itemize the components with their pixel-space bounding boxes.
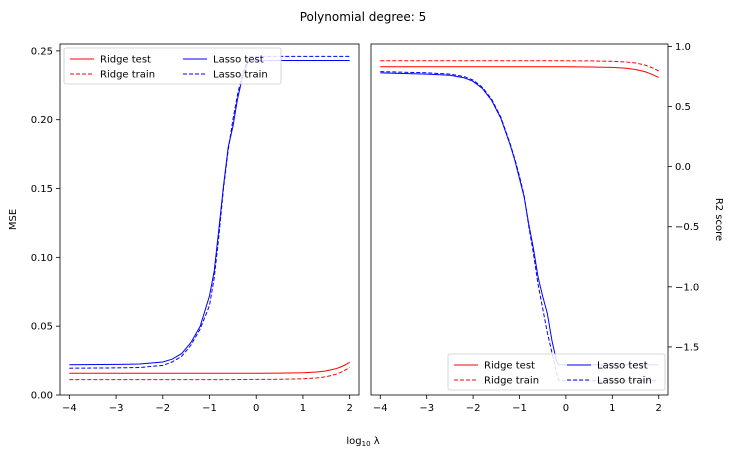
y-tick-label: 0.5 xyxy=(675,102,691,113)
y-tick-label: −0.5 xyxy=(675,222,699,233)
legend-box xyxy=(63,47,282,85)
x-tick-label: 0 xyxy=(563,403,569,414)
legend-entry-label: Lasso train xyxy=(213,70,268,81)
r2-chart: −4 −3 −2 −1 0 1 2 1.0 0.5 0.0 −0.5 −1.0 −1.5 R2 score… xyxy=(370,42,724,414)
y-tick-label: −1.5 xyxy=(675,342,699,353)
legend-entry-label: Ridge train xyxy=(100,70,155,81)
shared-xlabel: log10 λ xyxy=(346,436,379,448)
figure-suptitle: Polynomial degree: 5 xyxy=(300,10,427,24)
series-line-ridge-train xyxy=(69,367,350,381)
y-tick-label: 0.25 xyxy=(31,46,53,57)
y-tick-label: 0.10 xyxy=(31,253,53,264)
y-tick-label: 0.20 xyxy=(31,115,53,126)
x-tick-label: 1 xyxy=(300,403,306,414)
legend-entry-label: Lasso test xyxy=(213,55,264,66)
x-tick-label: −4 xyxy=(62,403,77,414)
series-line-lasso-train xyxy=(380,71,659,382)
y-tick-label: 0.0 xyxy=(675,162,691,173)
legend-entry-label: Ridge test xyxy=(484,361,535,372)
x-tick-label: −1 xyxy=(202,403,217,414)
y-axis-label: MSE xyxy=(8,209,19,230)
legend-entry-label: Ridge train xyxy=(484,376,539,387)
x-tick-label: −2 xyxy=(155,403,170,414)
x-tick-label: 1 xyxy=(609,403,615,414)
legend-entry-label: Ridge test xyxy=(100,55,151,66)
axes-frame xyxy=(370,43,669,396)
mse-chart: −4 −3 −2 −1 0 1 2 0.00 0.05 0.10 0.15 0.20 0.25 MSE Ri… xyxy=(8,43,360,414)
series-line-ridge-train xyxy=(380,60,659,72)
x-tick-label: −1 xyxy=(512,403,527,414)
x-tick-label: −3 xyxy=(419,403,434,414)
legend-box xyxy=(447,353,666,391)
x-tick-label: 2 xyxy=(346,403,352,414)
series-line-lasso-test xyxy=(69,60,350,366)
series-line-ridge-test xyxy=(69,361,350,374)
x-tick-label: 2 xyxy=(656,403,662,414)
series-line-ridge-test xyxy=(380,66,659,78)
y-tick-label: 0.00 xyxy=(31,391,53,402)
y-tick-label: 0.05 xyxy=(31,322,53,333)
x-tick-label: −4 xyxy=(373,403,388,414)
y-axis-label: R2 score xyxy=(713,198,724,241)
y-tick-label: 0.15 xyxy=(31,184,53,195)
x-tick-label: −2 xyxy=(466,403,481,414)
axes-frame xyxy=(59,43,360,396)
y-tick-label: 1.0 xyxy=(675,42,691,53)
legend-entry-label: Lasso train xyxy=(597,376,652,387)
legend-entry-label: Lasso test xyxy=(597,361,648,372)
x-tick-label: 0 xyxy=(253,403,259,414)
x-tick-label: −3 xyxy=(109,403,124,414)
series-line-lasso-test xyxy=(380,72,659,366)
y-tick-label: −1.0 xyxy=(675,282,699,293)
series-line-lasso-train xyxy=(69,55,350,369)
